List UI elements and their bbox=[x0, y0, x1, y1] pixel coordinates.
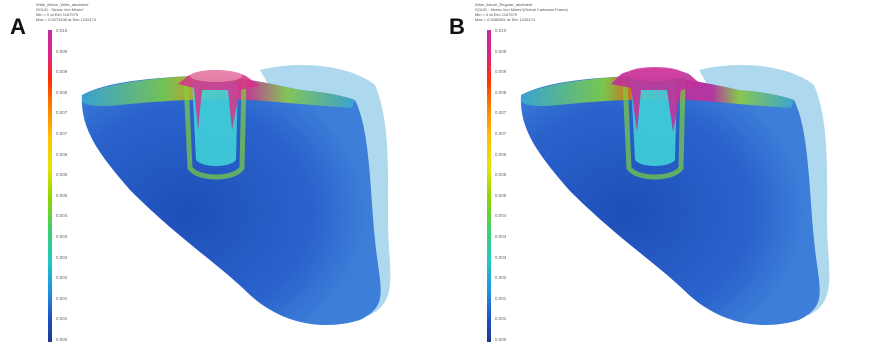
legend-tick: 0.006 bbox=[495, 151, 507, 157]
panel-a-line1: SOLID : Stress Von Mises* bbox=[36, 7, 84, 12]
panel-a-line3: Max = 0.0079438 at Elm 1226174 bbox=[36, 17, 97, 22]
legend-tick: 0.004 bbox=[495, 213, 507, 219]
legend-tick: 0.009 bbox=[56, 69, 68, 75]
panel-b-line1: SOLID : Stress Von Mises*(Global Cartesi… bbox=[475, 7, 568, 12]
legend-tick: 0.007 bbox=[495, 131, 507, 136]
legend-tick: 0.004 bbox=[56, 213, 68, 219]
panel-a-title: Wide_fixture_Wide_abutment bbox=[36, 2, 89, 7]
panel-letter-a: A bbox=[10, 14, 26, 39]
abutment-cap bbox=[190, 70, 242, 82]
legend-tick: 0.002 bbox=[495, 275, 507, 281]
legend-tick: 0.000 bbox=[495, 337, 507, 342]
legend-tick: 0.008 bbox=[56, 89, 68, 95]
legend-tick: 0.007 bbox=[495, 110, 507, 116]
panel-b-line3: Max = 0.0080802 at Elm 1226174 bbox=[475, 17, 536, 22]
legend-tick: 0.003 bbox=[56, 234, 68, 239]
color-legend-bar-a bbox=[48, 30, 52, 342]
implant-halo bbox=[622, 77, 686, 180]
legend-tick: 0.003 bbox=[495, 254, 507, 260]
legend-tick: 0.001 bbox=[56, 316, 68, 322]
panel-b-title: Wide_fixture_Regular_abutment bbox=[475, 2, 533, 7]
legend-tick: 0.008 bbox=[495, 89, 507, 95]
legend-tick: 0.005 bbox=[495, 172, 507, 178]
panel-b: B Wide_fixture_Regular_abutment SOLID : … bbox=[439, 0, 878, 344]
implant-halo bbox=[183, 77, 247, 180]
legend-tick: 0.001 bbox=[495, 316, 507, 322]
panel-a-header: Wide_fixture_Wide_abutment SOLID : Stres… bbox=[36, 2, 96, 22]
abutment-cap bbox=[627, 67, 683, 81]
legend-tick: 0.009 bbox=[495, 69, 507, 75]
legend-tick: 0.002 bbox=[56, 275, 68, 281]
abutment-hotspot bbox=[611, 68, 703, 132]
legend-tick: 0.007 bbox=[56, 131, 68, 136]
panel-b-line2: Min = 0 at Elm 1167575 bbox=[475, 12, 518, 17]
legend-tick: 0.006 bbox=[56, 151, 68, 157]
legend-tick: 0.009 bbox=[56, 48, 68, 54]
legend-tick: 0.001 bbox=[495, 295, 507, 301]
legend-tick: 0.010 bbox=[56, 28, 68, 33]
implant-fixture bbox=[192, 80, 238, 166]
legend-tick: 0.005 bbox=[56, 172, 68, 178]
color-legend-bar-b bbox=[487, 30, 491, 342]
legend-tick: 0.010 bbox=[495, 28, 507, 33]
legend-tick: 0.005 bbox=[495, 192, 507, 198]
legend-tick: 0.007 bbox=[56, 110, 68, 116]
panel-b-header: Wide_fixture_Regular_abutment SOLID : St… bbox=[475, 2, 568, 22]
legend-tick: 0.000 bbox=[56, 337, 68, 342]
implant-fixture bbox=[631, 80, 677, 166]
legend-tick: 0.001 bbox=[56, 295, 68, 301]
legend-tick: 0.009 bbox=[495, 48, 507, 54]
fea-model-b bbox=[520, 65, 830, 326]
legend-tick: 0.003 bbox=[495, 234, 507, 239]
panel-a-line2: Min = 0 at Elm 1167575 bbox=[36, 12, 79, 17]
panel-a: A Wide_fixture_Wide_abutment SOLID : Str… bbox=[10, 2, 391, 342]
bone-section bbox=[520, 75, 820, 326]
abutment-hotspot bbox=[178, 70, 260, 130]
panel-letter-b: B bbox=[449, 14, 465, 39]
bone-section bbox=[81, 75, 381, 326]
fea-model-a bbox=[81, 65, 391, 326]
legend-tick: 0.003 bbox=[56, 254, 68, 260]
legend-tick: 0.005 bbox=[56, 192, 68, 198]
